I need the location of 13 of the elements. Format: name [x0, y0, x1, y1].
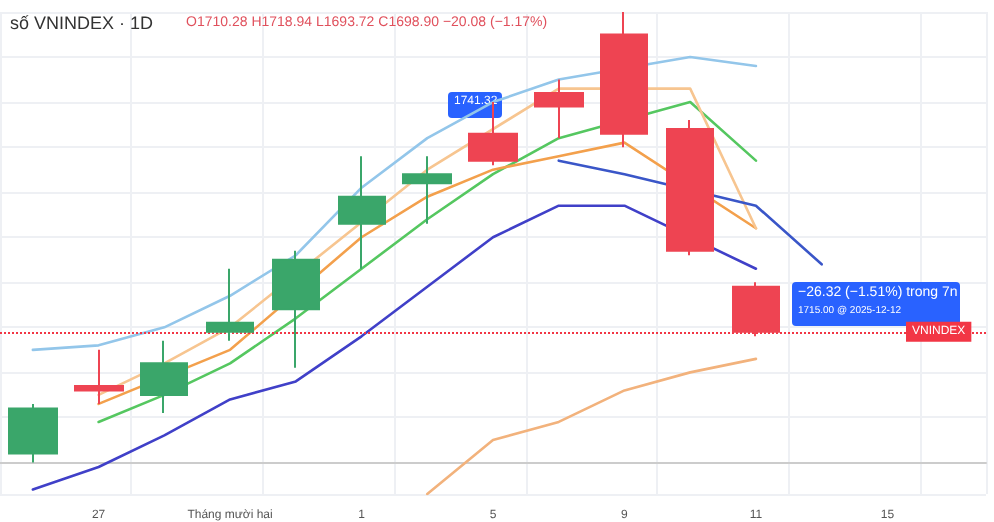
candlestick: [468, 101, 518, 167]
candlestick: [338, 155, 386, 270]
candlestick: [272, 249, 320, 369]
candlestick: [402, 155, 452, 225]
candlestick: [600, 11, 648, 149]
candlestick: [534, 78, 584, 140]
candlestick: [74, 348, 124, 405]
candlestick: [140, 339, 188, 414]
candlestick: [8, 402, 58, 464]
chart-title: số VNINDEX · 1D: [10, 13, 155, 33]
candlestick: [732, 281, 780, 338]
candlestick: [206, 267, 254, 342]
candlestick: [666, 119, 714, 257]
